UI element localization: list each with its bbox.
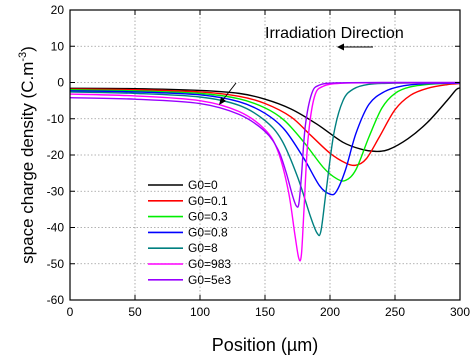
x-axis-title: Position (µm) — [212, 335, 318, 355]
axis-ticks — [69, 9, 461, 301]
x-tick-label: 250 — [385, 305, 405, 319]
series-line-1 — [69, 82, 461, 167]
series-line-5 — [69, 82, 461, 262]
legend-label-1: G0=0.1 — [188, 194, 228, 208]
series-line-2 — [69, 82, 461, 182]
y-tick-label: -30 — [47, 184, 65, 198]
y-tick-label: -60 — [47, 293, 65, 307]
irradiation-direction-label: Irradiation Direction — [265, 25, 404, 42]
y-tick-label: 0 — [57, 76, 64, 90]
legend-label-6: G0=5e3 — [188, 273, 231, 287]
tick-labels: 0 50 100 150 200 250 300 -60 -50 -40 -30 -20 -10 0 10 2… — [47, 3, 471, 319]
y-tick-label: -20 — [47, 148, 65, 162]
series-line-3 — [69, 82, 461, 196]
y-tick-label: -10 — [47, 112, 65, 126]
x-tick-label: 100 — [190, 305, 210, 319]
y-axis-title: space charge density (C.m-3) — [17, 46, 37, 264]
legend: G0=0 G0=0.1 G0=0.3G0=0.8 G0=8 G0=983 G0=5e3 — [148, 178, 231, 287]
y-tick-label: -40 — [47, 221, 65, 235]
x-tick-label: 0 — [67, 305, 74, 319]
series-layer — [69, 81, 461, 262]
y-tick-label: -50 — [47, 257, 65, 271]
y-axis-title-main: space charge density (C.m — [18, 62, 37, 264]
y-axis-title-close: ) — [18, 46, 37, 52]
legend-label-3: G0=0.8 — [188, 225, 228, 239]
x-tick-label: 200 — [320, 305, 340, 319]
legend-label-4: G0=8 — [188, 241, 218, 255]
y-tick-label: 20 — [51, 3, 65, 17]
x-tick-label: 300 — [450, 305, 470, 319]
trend-arrow-icon — [219, 82, 237, 105]
legend-label-5: G0=983 — [188, 257, 231, 271]
y-tick-label: 10 — [51, 39, 65, 53]
series-line-0 — [69, 87, 461, 153]
legend-label-0: G0=0 — [188, 178, 218, 192]
legend-label-2: G0=0.3 — [188, 210, 228, 224]
x-tick-label: 50 — [128, 305, 142, 319]
series-line-6 — [69, 81, 461, 208]
x-tick-label: 150 — [255, 305, 275, 319]
y-axis-title-exponent: -3 — [17, 52, 29, 62]
irradiation-arrow-icon — [337, 43, 373, 51]
